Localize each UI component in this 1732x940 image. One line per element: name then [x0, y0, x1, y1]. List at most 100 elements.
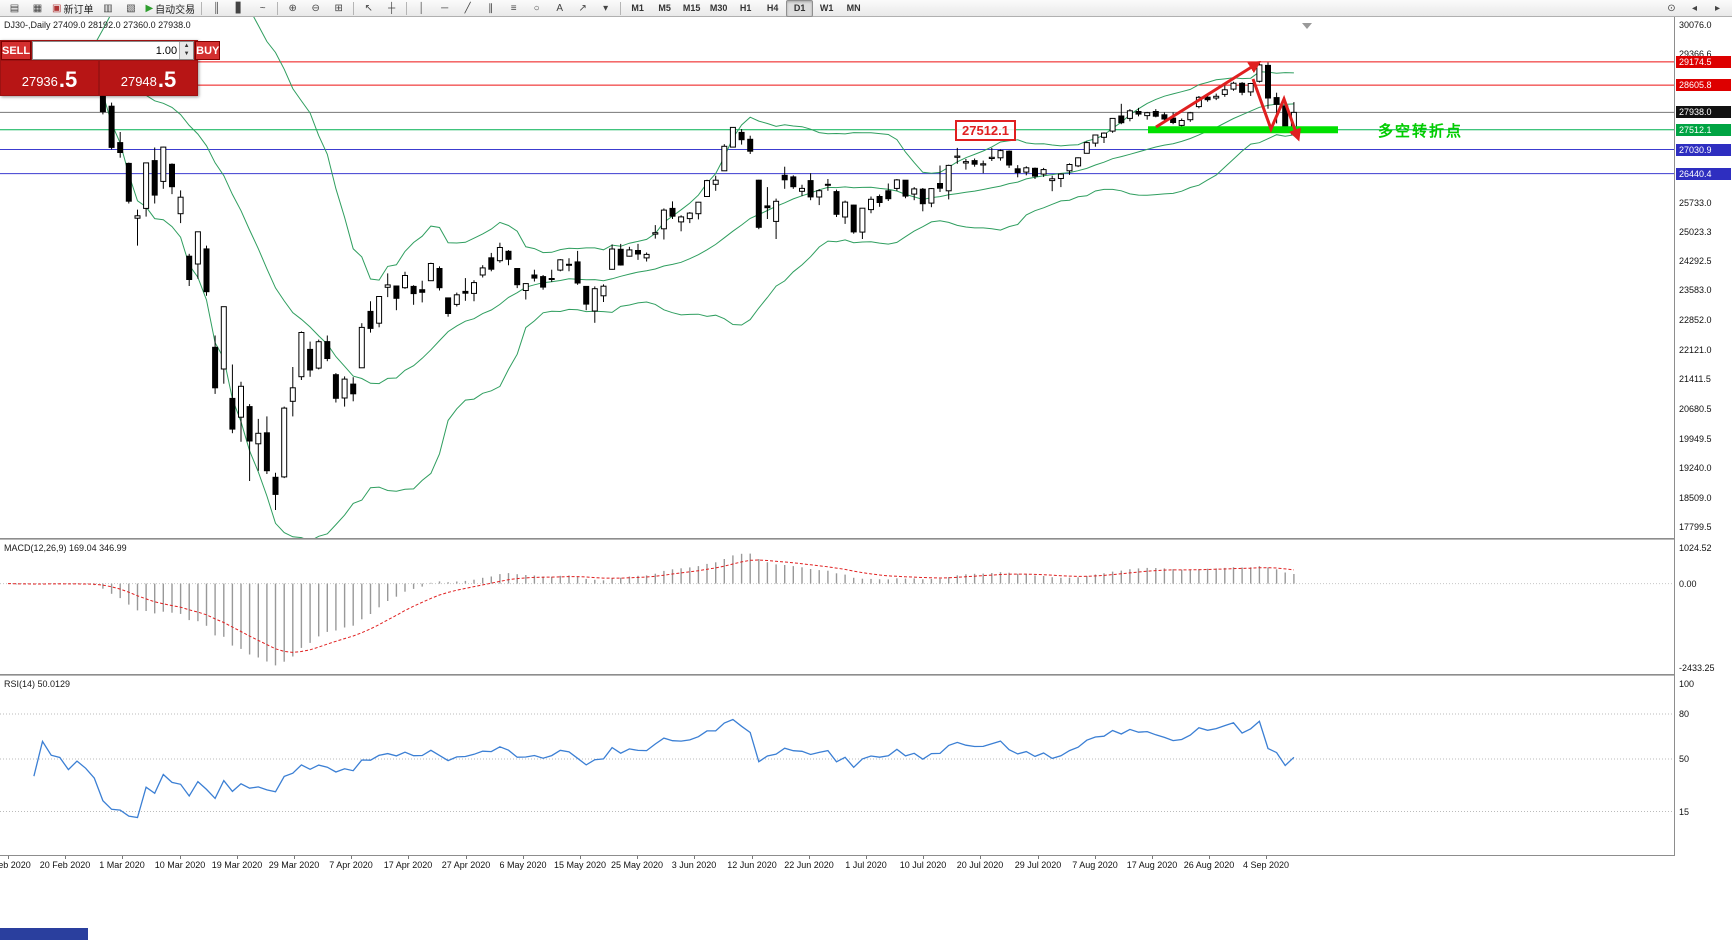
zoom-in-button[interactable]: ⊕ — [281, 0, 304, 17]
timeframe-m1-button[interactable]: M1 — [631, 3, 644, 13]
market-watch-button[interactable]: ▥ — [96, 0, 119, 17]
trendline-button[interactable]: ╱ — [456, 0, 479, 17]
zoom-out-button[interactable]: ⊖ — [304, 0, 327, 17]
vertical-line-button[interactable]: │ — [410, 0, 433, 17]
time-tick — [408, 856, 409, 859]
price-tick-label: 25023.3 — [1679, 227, 1712, 237]
time-tick — [180, 856, 181, 859]
candlestick-mode-button[interactable]: ▋ — [228, 0, 251, 17]
time-tick — [580, 856, 581, 859]
time-tick — [694, 856, 695, 859]
main-toolbar: ▤ ▦ ▣ 新订单 ▥ ▧ ▶ 自动交易 ║ ▋ ~ ⊕ ⊖ ⊞ ↖ ┼ │ ─ ╱ ∥ ≡ ○ A ↗ ▾ M1 M5 M15 M3… — [0, 0, 1732, 17]
time-tick-label: 26 Aug 2020 — [1183, 860, 1235, 870]
timeframe-h4-button[interactable]: H4 — [766, 3, 779, 13]
new-order-button-label: 新订单 — [63, 4, 94, 16]
autotrading-icon: ▶ — [145, 2, 154, 14]
scroll-right-button[interactable]: ▸ — [1714, 2, 1721, 14]
new-chart-button[interactable]: ▤ — [3, 0, 26, 17]
zoom-in-icon: ⊕ — [288, 2, 297, 14]
time-axis[interactable]: 6 Feb 2020 20 Feb 2020 1 Mar 2020 10 Mar 20… — [0, 855, 1674, 873]
timeframe-m15-button[interactable]: M15 — [682, 3, 701, 13]
scroll-left-button[interactable]: ◂ — [1691, 2, 1698, 14]
support-level-annotation[interactable]: 27512.1 — [955, 120, 1016, 141]
text-button[interactable]: A — [548, 0, 571, 17]
level-lines — [0, 61, 1674, 175]
line-chart-mode-button[interactable]: ~ — [251, 0, 274, 17]
turning-point-annotation[interactable]: 多空转折点 — [1378, 123, 1464, 140]
price-axis[interactable]: 30076.0 29366.6 25733.0 25023.3 24292.5 23583… — [1674, 17, 1732, 856]
autotrading-button[interactable]: ▶ 自动交易 — [142, 0, 198, 17]
time-tick-label: 7 Aug 2020 — [1072, 860, 1118, 870]
bar-chart-mode-button[interactable]: ║ — [205, 0, 228, 17]
chart-shift-marker — [1302, 23, 1312, 29]
new-order-button[interactable]: ▣ 新订单 — [49, 0, 96, 17]
timeframe-m5-button[interactable]: M5 — [658, 3, 671, 13]
rsi-indicator-pane[interactable]: RSI(14) 50.0129 — [0, 676, 1674, 838]
timeframe-h1-button[interactable]: H1 — [739, 3, 752, 13]
time-tick-label: 20 Jul 2020 — [956, 860, 1004, 870]
tile-windows-button[interactable]: ⊞ — [327, 0, 350, 17]
volume-box: ▲ ▼ — [32, 41, 195, 60]
time-tick-label: 1 Mar 2020 — [99, 860, 145, 870]
fibonacci-icon: ≡ — [510, 2, 517, 14]
timeframe-d1-button[interactable]: D1 — [786, 0, 814, 17]
tile-windows-icon: ⊞ — [334, 2, 343, 14]
vertical-line-icon: │ — [418, 2, 425, 14]
uptrend-arrow — [1155, 60, 1262, 129]
timeframe-m30-button[interactable]: M30 — [709, 3, 728, 13]
macd-tick-label: 0.00 — [1679, 579, 1697, 589]
rsi-canvas[interactable] — [0, 676, 1674, 838]
shapes-button[interactable]: ○ — [525, 0, 548, 17]
time-tick — [8, 856, 9, 859]
toolbar-separator — [406, 1, 408, 15]
buy-price-frac: .5 — [157, 67, 177, 92]
macd-indicator-pane[interactable]: MACD(12,26,9) 169.04 346.99 — [0, 540, 1674, 674]
volume-down-button[interactable]: ▼ — [180, 50, 194, 59]
arrows-icon: ↗ — [578, 2, 587, 14]
price-tick-label: 30076.0 — [1679, 20, 1712, 30]
chart-profiles-icon: ▦ — [32, 2, 43, 14]
main-chart-pane[interactable]: DJ30-,Daily 27409.0 28192.0 27360.0 2793… — [0, 17, 1674, 538]
pane-splitter[interactable] — [0, 538, 1674, 540]
price-level-tag: 29174.5 — [1676, 56, 1731, 68]
price-tick-label: 17799.5 — [1679, 522, 1712, 532]
pane-splitter[interactable] — [0, 674, 1674, 676]
arrows-dropdown-button[interactable]: ▾ — [594, 0, 617, 17]
price-tick-label: 23583.0 — [1679, 285, 1712, 295]
arrows-button[interactable]: ↗ — [571, 0, 594, 17]
toolbar-button-group: ▤ ▦ ▣ 新订单 ▥ ▧ ▶ 自动交易 ║ ▋ ~ ⊕ ⊖ ⊞ ↖ ┼ │ ─ ╱ ∥ ≡ ○ A ↗ ▾ — [3, 0, 624, 17]
volume-up-button[interactable]: ▲ — [180, 42, 194, 51]
channel-button[interactable]: ∥ — [479, 0, 502, 17]
cursor-button[interactable]: ↖ — [357, 0, 380, 17]
fibonacci-button[interactable]: ≡ — [502, 0, 525, 17]
sell-button[interactable]: SELL — [1, 41, 32, 60]
toolbar-separator — [201, 1, 203, 15]
sell-price-int: 27936 — [21, 74, 58, 89]
time-tick — [752, 856, 753, 859]
volume-input[interactable] — [33, 42, 180, 59]
time-tick-label: 20 Feb 2020 — [39, 860, 91, 870]
sell-price-display[interactable]: 27936.5 — [1, 61, 98, 95]
search-button[interactable]: ⊙ — [1667, 2, 1676, 14]
price-tick-label: 25733.0 — [1679, 198, 1712, 208]
time-tick — [237, 856, 238, 859]
price-chart-canvas[interactable] — [0, 17, 1674, 538]
buy-price-int: 27948 — [120, 74, 157, 89]
timeframe-mn-button[interactable]: MN — [846, 3, 861, 13]
buy-price-display[interactable]: 27948.5 — [100, 61, 197, 95]
macd-canvas[interactable] — [0, 540, 1674, 674]
taskbar-fragment — [0, 928, 88, 940]
timeframe-w1-button[interactable]: W1 — [819, 3, 834, 13]
horizontal-line-button[interactable]: ─ — [433, 0, 456, 17]
chart-profiles-button[interactable]: ▦ — [26, 0, 49, 17]
volume-stepper: ▲ ▼ — [179, 42, 194, 59]
time-tick — [122, 856, 123, 859]
time-tick-label: 27 Apr 2020 — [441, 860, 491, 870]
crosshair-button[interactable]: ┼ — [380, 0, 403, 17]
buy-button[interactable]: BUY — [195, 41, 221, 60]
pullback-zigzag-arrow — [1251, 78, 1301, 142]
time-tick-label: 4 Sep 2020 — [1242, 860, 1290, 870]
rsi-line — [33, 718, 1295, 819]
terminal-panel-button[interactable]: ▧ — [119, 0, 142, 17]
time-tick — [1095, 856, 1096, 859]
